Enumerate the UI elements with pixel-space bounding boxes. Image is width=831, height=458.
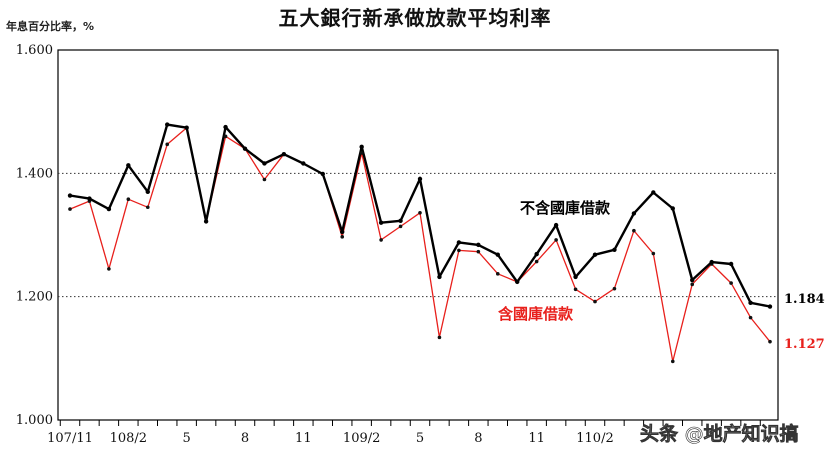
data-point-excluding-treasury bbox=[437, 274, 442, 280]
data-point-excluding-treasury bbox=[340, 229, 345, 235]
data-point-including-treasury bbox=[145, 205, 150, 210]
x-tick-label: 108/2 bbox=[110, 431, 147, 446]
x-tick-label: 8 bbox=[241, 431, 249, 446]
data-point-excluding-treasury bbox=[495, 252, 500, 257]
data-point-including-treasury bbox=[729, 281, 733, 285]
x-tick-label: 109/2 bbox=[343, 431, 380, 446]
data-point-excluding-treasury bbox=[767, 304, 773, 309]
x-tick-label: 107/11 bbox=[47, 431, 93, 446]
data-point-excluding-treasury bbox=[553, 222, 559, 228]
data-point-excluding-treasury bbox=[165, 122, 170, 127]
y-tick-label: 1.400 bbox=[16, 166, 53, 181]
x-axis-ticks: 107/11 108/2 5 8 11 109/2 5 8 11 110/2 bbox=[47, 420, 761, 446]
data-point-excluding-treasury bbox=[184, 125, 189, 130]
data-point-excluding-treasury bbox=[203, 219, 209, 224]
data-point-excluding-treasury bbox=[670, 206, 675, 211]
data-point-excluding-treasury bbox=[728, 261, 734, 267]
x-tick-label: 5 bbox=[183, 431, 191, 446]
data-point-including-treasury bbox=[223, 134, 228, 139]
data-point-including-treasury bbox=[437, 335, 442, 340]
series-lines bbox=[69, 123, 771, 363]
y-axis-unit-label: 年息百分比率，% bbox=[6, 19, 94, 33]
data-point-excluding-treasury bbox=[67, 193, 73, 198]
data-point-including-treasury bbox=[690, 282, 695, 287]
x-tick-label: 110/2 bbox=[576, 431, 613, 446]
data-point-including-treasury bbox=[612, 286, 617, 291]
data-point-excluding-treasury bbox=[417, 176, 423, 182]
data-point-excluding-treasury bbox=[398, 218, 403, 224]
data-point-including-treasury bbox=[593, 299, 597, 304]
data-point-including-treasury bbox=[107, 267, 111, 271]
data-point-including-treasury bbox=[68, 207, 72, 211]
data-point-excluding-treasury bbox=[612, 247, 617, 252]
data-point-including-treasury bbox=[457, 248, 461, 253]
data-point-excluding-treasury bbox=[320, 171, 325, 177]
data-point-including-treasury bbox=[651, 251, 656, 256]
data-point-excluding-treasury bbox=[301, 161, 306, 166]
data-point-excluding-treasury bbox=[631, 211, 637, 216]
data-point-including-treasury bbox=[632, 228, 636, 233]
y-tick-label: 1.000 bbox=[16, 413, 53, 428]
data-point-including-treasury bbox=[534, 259, 539, 264]
data-point-including-treasury bbox=[340, 235, 345, 239]
data-point-including-treasury bbox=[476, 249, 481, 254]
data-point-excluding-treasury bbox=[262, 161, 267, 166]
data-point-including-treasury bbox=[748, 315, 753, 320]
data-point-excluding-treasury bbox=[709, 259, 714, 265]
end-value-label-excluding-treasury: 1.184 bbox=[784, 292, 825, 307]
data-point-including-treasury bbox=[418, 211, 422, 215]
watermark-text: 头条 @地产知识搞 bbox=[640, 422, 799, 445]
data-point-excluding-treasury bbox=[242, 146, 248, 151]
data-point-excluding-treasury bbox=[476, 242, 481, 248]
data-point-including-treasury bbox=[126, 197, 131, 202]
data-point-excluding-treasury bbox=[515, 279, 520, 285]
data-point-including-treasury bbox=[262, 177, 267, 182]
data-point-excluding-treasury bbox=[651, 190, 656, 195]
data-point-including-treasury bbox=[554, 238, 558, 242]
data-point-including-treasury bbox=[573, 287, 578, 292]
data-point-including-treasury bbox=[379, 238, 383, 242]
series-line-including-treasury bbox=[69, 127, 771, 363]
data-point-excluding-treasury bbox=[378, 220, 384, 225]
gridlines bbox=[58, 172, 778, 298]
chart-title: 五大銀行新承做放款平均利率 bbox=[279, 6, 552, 30]
data-point-excluding-treasury bbox=[359, 144, 364, 150]
x-tick-label: 5 bbox=[416, 431, 424, 446]
data-point-excluding-treasury bbox=[223, 124, 228, 130]
y-tick-label: 1.200 bbox=[16, 290, 53, 305]
data-point-excluding-treasury bbox=[592, 252, 598, 257]
x-tick-label: 11 bbox=[528, 431, 545, 446]
data-point-excluding-treasury bbox=[87, 196, 92, 201]
data-point-excluding-treasury bbox=[145, 189, 150, 195]
data-point-including-treasury bbox=[768, 339, 772, 344]
data-point-excluding-treasury bbox=[106, 206, 112, 212]
data-point-including-treasury bbox=[670, 359, 675, 364]
series-points bbox=[67, 122, 773, 364]
series-label-including-treasury: 含國庫借款 bbox=[498, 305, 574, 323]
series-label-excluding-treasury: 不含國庫借款 bbox=[520, 199, 611, 217]
data-point-including-treasury bbox=[359, 151, 364, 155]
x-tick-label: 8 bbox=[474, 431, 482, 446]
data-point-excluding-treasury bbox=[281, 152, 287, 157]
data-point-excluding-treasury bbox=[126, 163, 131, 168]
data-point-excluding-treasury bbox=[690, 277, 695, 283]
data-point-including-treasury bbox=[398, 224, 403, 229]
data-point-excluding-treasury bbox=[573, 274, 578, 280]
data-point-excluding-treasury bbox=[534, 251, 539, 257]
x-tick-label: 11 bbox=[295, 431, 312, 446]
y-axis-ticks: 1.000 1.200 1.400 1.600 bbox=[16, 43, 53, 428]
data-point-including-treasury bbox=[165, 142, 170, 147]
data-point-excluding-treasury bbox=[748, 300, 753, 306]
y-tick-label: 1.600 bbox=[16, 43, 53, 58]
data-point-excluding-treasury bbox=[456, 240, 462, 245]
data-point-including-treasury bbox=[495, 272, 500, 276]
plot-area-frame bbox=[57, 49, 779, 421]
end-value-label-including-treasury: 1.127 bbox=[784, 337, 825, 352]
